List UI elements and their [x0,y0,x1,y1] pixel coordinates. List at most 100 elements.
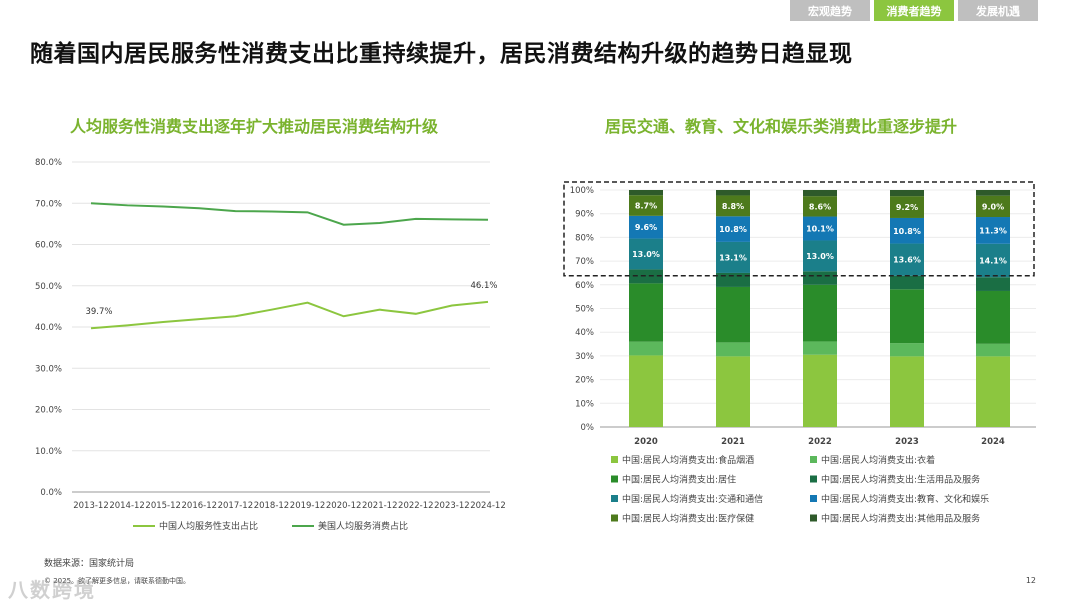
bar-segment [890,217,924,244]
legend-swatch [810,495,817,502]
bar-segment [629,215,663,239]
y-tick-label: 50.0% [35,282,62,292]
bar-segment [890,343,924,357]
data-source: 数据来源：国家统计局 [44,559,135,569]
x-tick-label: 2021-12 [362,501,398,511]
highlight-box [563,181,1035,277]
y-tick-label: 90% [575,210,594,220]
legend-label: 中国:居民人均消费支出:教育、文化和娱乐 [821,493,989,505]
segment-label: 9.6% [635,223,657,232]
x-tick-label: 2019-12 [290,501,326,511]
segment-label: 8.8% [722,202,744,211]
segment-label: 8.7% [635,202,657,211]
legend-swatch [810,514,817,522]
bar-segment [803,196,837,217]
bar-segment [716,286,750,343]
y-tick-label: 30.0% [35,364,62,374]
y-tick-label: 40.0% [35,323,62,333]
bar-segment [803,284,837,342]
bar-segment [716,195,750,217]
bar-segment [716,241,750,273]
segment-label: 11.3% [979,226,1007,235]
segment-label: 8.6% [809,202,831,211]
segment-label: 13.1% [719,253,747,262]
legend-label: 美国人均服务消费占比 [318,520,408,532]
bar-segment [976,190,1010,196]
bar-segment [803,190,837,197]
x-tick-label: 2016-12 [182,501,218,511]
bar-segment [803,271,837,285]
line-chart: 0.0% 10.0% 20.0% 30.0% 40.0% 50.0% 60.0% 70.0% 8… [35,158,506,532]
legend-label: 中国:居民人均消费支出:生活用品及服务 [821,474,980,486]
bar-segment [629,283,663,342]
bar-segment [629,195,663,216]
bar-segment [629,238,663,270]
bar-segment [890,275,924,290]
x-tick-label: 2015-12 [145,501,181,511]
x-tick-label: 2023 [895,437,919,447]
bar-segment [629,341,663,356]
bar-segment [629,269,663,284]
bar-segment [803,341,837,355]
segment-label: 13.6% [893,256,921,265]
page-title: 随着国内居民服务性消费支出比重持续提升，居民消费结构升级的趋势日趋显现 [30,41,853,67]
bar-segment [976,356,1010,427]
bar-segment [976,290,1010,344]
copyright-note: © 2025。欲了解更多信息，请联系德勤中国。 [44,577,191,585]
x-tick-label: 2020-12 [326,501,362,511]
legend-label: 中国人均服务性支出占比 [159,520,258,532]
series-line [90,202,489,226]
bar-segment [890,289,924,344]
y-tick-label: 70% [575,257,594,267]
bar-segment [890,243,924,276]
data-label: 39.7% [85,307,112,317]
legend-swatch [611,475,618,483]
tab-macro-trend[interactable]: 宏观趋势 [790,0,870,21]
bar-segment [803,240,837,272]
tab-consumer-trend[interactable]: 消费者趋势 [874,0,954,21]
segment-label: 14.1% [979,257,1007,266]
x-tick-label: 2024-12 [470,501,506,511]
legend-swatch [810,456,817,463]
tab-opportunities[interactable]: 发展机遇 [958,0,1038,21]
segment-label: 9.0% [982,202,1004,211]
left-chart-subtitle: 人均服务性消费支出逐年扩大推动居民消费结构升级 [70,117,439,136]
legend-label: 中国:居民人均消费支出:食品烟酒 [622,454,754,466]
bar-segment [976,343,1010,357]
x-tick-label: 2023-12 [434,501,470,511]
bar-segment [629,355,663,427]
bar-segment [976,217,1010,244]
x-tick-label: 2024 [981,437,1005,447]
y-tick-label: 80.0% [35,158,62,168]
bar-segment [890,190,924,197]
stacked-bar-chart: 0% 10% 20% 30% 40% 50% 60% 70% 80% 90% 100% 13.0% 9.… [563,181,1036,525]
y-tick-label: 20.0% [35,406,62,416]
x-tick-label: 2017-12 [218,501,254,511]
segment-label: 10.1% [806,225,834,234]
y-tick-label: 70.0% [35,199,62,209]
legend-swatch [611,456,618,463]
y-tick-label: 60% [575,281,594,291]
x-tick-label: 2018-12 [254,501,290,511]
bar-segment [803,216,837,241]
x-tick-label: 2021 [721,437,745,447]
bar-segment [890,196,924,218]
page-number: 12 [1025,576,1036,585]
segment-label: 10.8% [719,225,747,234]
series-line [90,300,489,330]
y-tick-label: 10% [575,399,594,409]
bar-segment [629,190,663,196]
y-tick-label: 0.0% [40,488,62,498]
section-nav: 宏观趋势 消费者趋势 发展机遇 [790,0,1038,21]
bar-segment [976,195,1010,218]
legend-swatch [810,475,817,483]
y-tick-label: 50% [575,305,594,315]
bar-segment [716,356,750,427]
bar-segment [716,190,750,196]
x-tick-label: 2014-12 [109,501,145,511]
right-chart-subtitle: 居民交通、教育、文化和娱乐类消费比重逐步提升 [605,117,958,136]
y-tick-label: 20% [575,376,594,386]
y-tick-label: 30% [575,352,594,362]
bar-segment [976,243,1010,278]
legend-swatch [611,495,618,502]
